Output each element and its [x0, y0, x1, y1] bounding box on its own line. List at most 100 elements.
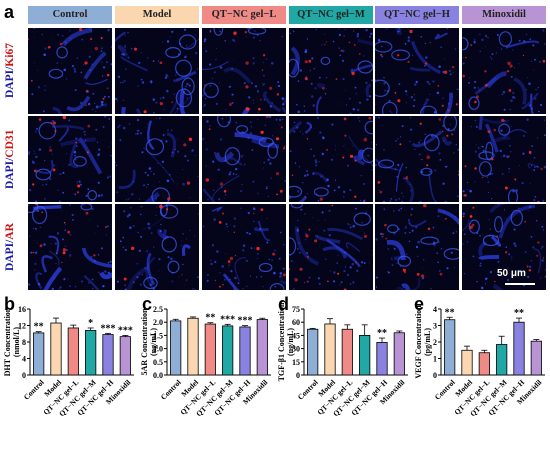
scale-bar: [505, 283, 535, 285]
y-tick-label: 4: [22, 355, 26, 364]
y-tick-label: 1.5: [153, 331, 163, 340]
column-header: Minoxidil: [462, 6, 546, 24]
y-axis-label: DHT Concentration: [3, 307, 12, 376]
bar: [496, 344, 508, 376]
y-axis-unit: (pg/mL): [423, 328, 432, 356]
fluorescence-image: [289, 204, 373, 290]
bar: [187, 317, 199, 376]
y-tick-label: 2.0: [153, 318, 163, 327]
fluorescence-image: [202, 204, 286, 290]
bar: [307, 328, 319, 376]
bar: [50, 322, 62, 376]
column-header: Control: [28, 6, 112, 24]
y-tick-label: 0.5: [153, 358, 163, 367]
fluorescence-image: [375, 204, 459, 290]
x-tick-label: Control: [433, 378, 457, 402]
bar: [204, 323, 216, 376]
y-tick-label: 1: [433, 355, 437, 364]
y-tick-label: 45: [292, 331, 300, 340]
significance-mark: ***: [220, 314, 235, 325]
significance-mark: **: [34, 322, 44, 333]
panel-letter-b: b: [4, 294, 15, 314]
fluorescence-image: [28, 28, 112, 114]
fluorescence-image: [115, 204, 199, 290]
bar: [67, 327, 79, 376]
column-header: QT−NC gel−M: [289, 6, 373, 24]
y-tick-label: 0: [433, 371, 437, 380]
y-tick-label: 2: [433, 338, 437, 347]
column-header: QT−NC gel−L: [202, 6, 286, 24]
column-header: QT−NC gel−H: [375, 6, 459, 24]
y-tick-label: 8: [22, 338, 26, 347]
y-axis-unit: (nmol/L): [12, 327, 21, 358]
panel-letter-e: e: [414, 294, 425, 314]
y-tick-label: 12: [18, 322, 26, 331]
x-tick-label: Control: [22, 378, 46, 402]
fluorescence-image: [462, 28, 546, 114]
y-tick-label: 3: [433, 322, 437, 331]
bar: [256, 319, 268, 376]
y-tick-label: 75: [292, 305, 300, 314]
significance-mark: **: [514, 308, 524, 319]
fluorescence-image: [202, 28, 286, 114]
y-axis-label: TGF-β1 Concentration: [277, 302, 286, 381]
bar: [85, 330, 97, 376]
y-tick-label: 15: [292, 358, 300, 367]
fluorescence-image: [375, 116, 459, 202]
y-tick-label: 2.5: [153, 305, 163, 314]
significance-mark: ***: [238, 316, 253, 327]
bar: [461, 349, 473, 376]
fluorescence-image: [115, 116, 199, 202]
significance-mark: **: [445, 307, 455, 318]
bar: [376, 342, 388, 376]
significance-mark: ***: [118, 325, 133, 336]
bar: [444, 319, 456, 376]
fluorescence-image: [115, 28, 199, 114]
y-tick-label: 16: [18, 305, 26, 314]
fluorescence-image: [28, 116, 112, 202]
bar: [239, 326, 251, 376]
bar: [478, 352, 490, 376]
y-axis-unit: (ng/mL): [286, 328, 295, 356]
bar: [222, 325, 234, 376]
significance-mark: *: [88, 318, 93, 329]
fluorescence-image: [289, 28, 373, 114]
panel-letter-c: c: [142, 294, 153, 314]
bar: [393, 332, 405, 376]
scale-bar-label: 50 μm: [497, 268, 526, 279]
bar: [33, 332, 45, 376]
bar: [513, 321, 525, 376]
fluorescence-image: [462, 204, 546, 290]
bar: [341, 328, 353, 376]
fluorescence-image: [462, 116, 546, 202]
panel-letter-a: a: [4, 2, 15, 22]
y-tick-label: 4: [433, 305, 437, 314]
x-tick-label: Control: [159, 378, 183, 402]
fluorescence-image: [28, 204, 112, 290]
bar: [170, 320, 182, 376]
y-tick-label: 0: [296, 371, 300, 380]
bar: [324, 323, 336, 376]
significance-mark: **: [205, 313, 215, 324]
y-tick-label: 30: [292, 345, 300, 354]
y-tick-label: 60: [292, 318, 300, 327]
fluorescence-image: [289, 116, 373, 202]
significance-mark: ***: [101, 323, 116, 334]
significance-mark: **: [377, 328, 387, 339]
fluorescence-image: [202, 116, 286, 202]
y-axis-unit: (ng/mL): [149, 328, 158, 356]
x-tick-label: Control: [296, 378, 320, 402]
y-tick-label: 0.0: [153, 371, 163, 380]
fluorescence-image: [375, 28, 459, 114]
column-header: Model: [115, 6, 199, 24]
bar: [102, 334, 114, 376]
y-axis-label: VEGF Concentration: [414, 305, 423, 379]
panel-letter-d: d: [278, 294, 289, 314]
y-axis-label: 5AR Concentration: [140, 308, 149, 375]
bar: [119, 336, 131, 376]
bar: [530, 340, 542, 376]
bar: [359, 334, 371, 376]
y-tick-label: 0: [22, 371, 26, 380]
y-tick-label: 1.0: [153, 345, 163, 354]
